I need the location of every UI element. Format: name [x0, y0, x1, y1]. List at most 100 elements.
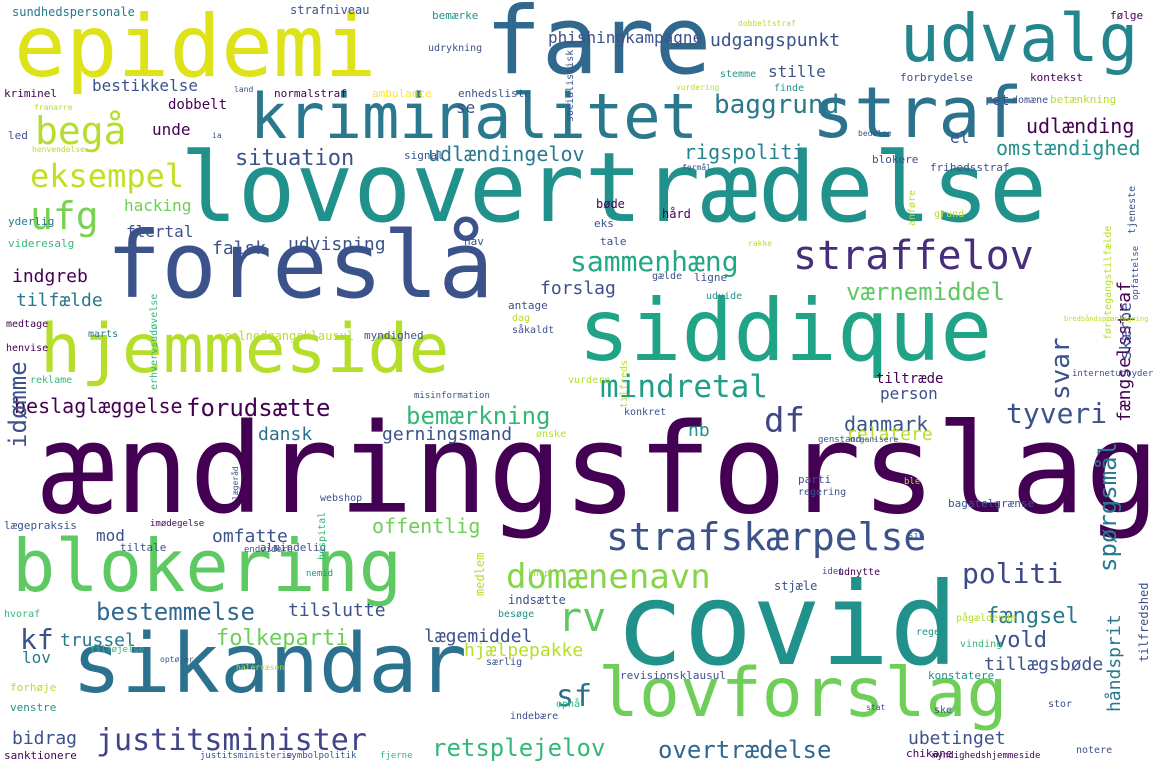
word: medtage — [6, 319, 49, 330]
word: idømme — [4, 361, 32, 448]
word: se — [456, 98, 476, 117]
word: imødegelse — [150, 519, 205, 529]
word: fængsel — [986, 604, 1079, 629]
word: baggrund — [714, 90, 840, 120]
word: opfattelse — [1131, 245, 1141, 300]
word: formål — [682, 163, 711, 172]
word: omfatte — [212, 526, 288, 547]
word: tillægsbøde — [984, 654, 1104, 675]
word: land — [234, 85, 254, 94]
word: henvise — [6, 343, 49, 354]
word: tjeneste — [1127, 185, 1138, 234]
word: udvide — [706, 291, 743, 302]
word: strafniveau — [290, 3, 370, 17]
word: idet — [822, 567, 844, 577]
word: såkaldt — [512, 325, 555, 336]
word: almindelig — [260, 541, 327, 554]
word: spørgsmål — [1094, 441, 1122, 572]
word: kriminalitet — [250, 80, 698, 153]
word: retsplejelov — [432, 734, 606, 762]
word: covid — [615, 558, 959, 691]
word: frihedsstraf — [930, 161, 1010, 174]
word: rigspoliti — [684, 140, 805, 164]
word: ubetinget — [908, 728, 1006, 749]
word: bestikkelse — [92, 76, 198, 95]
word: hjælpepakke — [464, 640, 584, 661]
word: endvidere — [244, 545, 293, 555]
word: bemærkning — [406, 402, 551, 430]
word: rv — [558, 595, 607, 641]
word: sikandar — [72, 617, 467, 712]
word: justitsministerie — [200, 751, 293, 761]
word: grund — [934, 209, 965, 220]
word: svar — [1046, 337, 1076, 400]
word: udgangspunkt — [710, 30, 841, 51]
word: marts — [88, 329, 119, 340]
word: udrykning — [428, 43, 483, 54]
word: opnå — [556, 699, 581, 710]
word: omstændighed — [996, 136, 1141, 160]
word: sanktionere — [4, 749, 77, 762]
word: konstatere — [928, 669, 995, 682]
word: enhedsliste — [458, 87, 531, 100]
word: sundhedspersonale — [12, 5, 135, 19]
word: særlig — [486, 657, 523, 668]
word: normalstraf — [274, 87, 347, 100]
word: justitsminister — [96, 723, 367, 758]
word: kontekst — [1030, 71, 1083, 84]
word: stat — [866, 703, 886, 712]
word: organisere — [850, 435, 899, 444]
word: overtrædelse — [658, 736, 832, 764]
word: domæne — [1012, 95, 1049, 106]
word: bredbåndsplanlægning — [1064, 315, 1149, 323]
word: ændringsforslag — [40, 398, 1155, 542]
word: tilslutte — [288, 600, 386, 621]
word: trussel — [60, 630, 136, 651]
word: person — [880, 384, 938, 403]
word: skærpe — [1116, 302, 1135, 360]
word: medlem — [473, 552, 487, 596]
word: tilfredshed — [1137, 582, 1151, 662]
word: videresalg — [8, 237, 75, 250]
word: stjæle — [774, 579, 818, 593]
word: forhøje — [10, 681, 57, 694]
word: revisionsklausul — [620, 669, 726, 682]
word: falsk — [212, 238, 267, 259]
word: vold — [994, 628, 1047, 653]
word: eksempel — [30, 157, 185, 195]
word: webshop — [320, 493, 363, 504]
word: mindretal — [600, 369, 768, 405]
word: værnemiddel — [846, 278, 1005, 306]
word: hospital — [317, 511, 328, 560]
word: lægepraksis — [4, 519, 77, 532]
word: halervæsen — [236, 663, 285, 672]
word: stemme — [720, 69, 757, 80]
word: symbolpolitik — [286, 751, 357, 761]
word: straf — [812, 72, 1023, 154]
word: optøjer — [160, 655, 194, 664]
word: yderlig — [8, 215, 55, 228]
word: folkeparti — [216, 626, 349, 651]
word: lægemiddel — [424, 626, 533, 647]
word: lovovertrædelse — [180, 132, 1047, 244]
word: vurdering — [676, 83, 720, 92]
word: socialistisk — [565, 49, 576, 122]
word: udvisning — [288, 234, 386, 255]
word: ske — [934, 705, 953, 716]
word: nb — [688, 420, 710, 441]
word: kf — [20, 623, 54, 656]
word: dobbeltstraf — [738, 19, 796, 28]
word: phishingkampagne — [548, 28, 703, 47]
word: tilføjelse — [90, 645, 145, 655]
word: gælde — [652, 271, 683, 282]
word: ønske — [536, 429, 567, 440]
word: erhvervsudøvelse — [149, 293, 160, 390]
word: følge — [1110, 9, 1144, 22]
word: dansk — [258, 424, 313, 445]
word: tiltræde — [876, 371, 944, 387]
word: chikane — [906, 747, 953, 760]
word: begå — [35, 109, 127, 153]
word: udvalg — [900, 0, 1139, 77]
word: reklame — [30, 375, 73, 386]
word: blokering — [12, 524, 403, 608]
